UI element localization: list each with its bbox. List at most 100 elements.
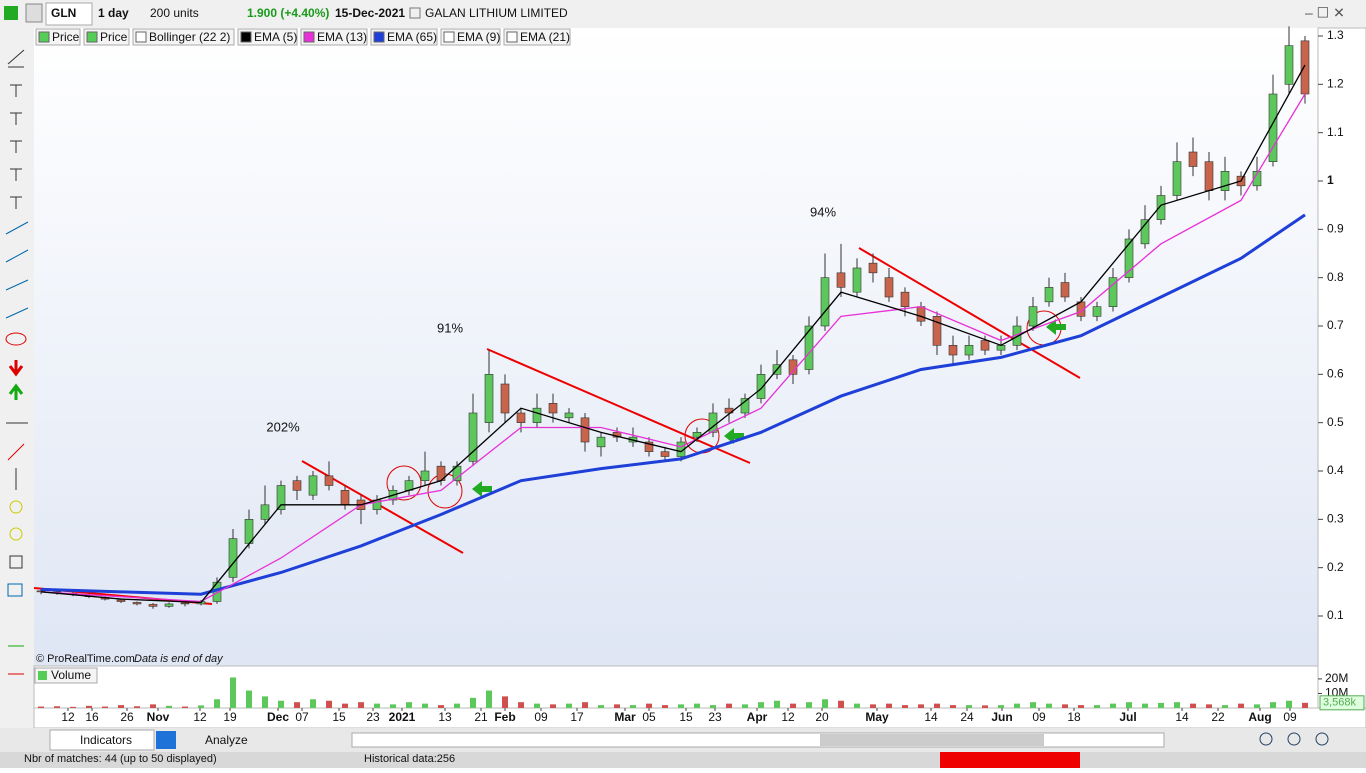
candle-body	[1220, 171, 1230, 191]
x-tick-label: 17	[570, 710, 584, 724]
legend-label: EMA (5)	[254, 30, 297, 44]
x-tick-label: 2021	[389, 710, 416, 724]
candle-body	[820, 277, 830, 327]
candle-body	[484, 374, 494, 423]
volume-bar	[838, 700, 844, 708]
candle-body	[564, 412, 574, 419]
legend-swatch	[373, 31, 385, 43]
volume-bar	[630, 705, 636, 708]
legend-item[interactable]	[132, 28, 235, 46]
volume-bar	[550, 704, 556, 708]
volume-swatch	[38, 671, 47, 680]
y-tick-label: 0.1	[1327, 608, 1344, 622]
x-tick-label: 13	[438, 710, 452, 724]
units[interactable]: 200 units	[150, 6, 199, 20]
indicators-button[interactable]	[49, 729, 155, 751]
indicators-label: Indicators	[80, 733, 132, 747]
annotation: 202%	[266, 419, 300, 434]
x-tick-label: 20	[815, 710, 829, 724]
candle-body	[500, 383, 510, 414]
drawing-tools[interactable]	[5, 49, 29, 675]
candle-body	[1044, 287, 1054, 303]
x-tick-label: 15	[332, 710, 346, 724]
volume-bar	[1286, 700, 1292, 708]
legend-item[interactable]	[503, 28, 571, 46]
volume-bar	[390, 704, 396, 708]
status-indicator	[940, 752, 1080, 768]
x-tick-label: 23	[366, 710, 380, 724]
candle-body	[596, 436, 606, 448]
candle-body	[884, 277, 894, 298]
x-tick-label: Jul	[1119, 710, 1136, 724]
window-controls[interactable]: – ☐ ✕	[1305, 5, 1345, 21]
candle-body	[516, 412, 526, 423]
x-tick-label: 18	[1067, 710, 1081, 724]
candle-body	[756, 374, 766, 399]
volume-bar	[310, 699, 316, 708]
share-button[interactable]	[156, 731, 176, 749]
volume-bar	[774, 700, 780, 708]
y-tick-label: 0.8	[1327, 270, 1344, 284]
candle-body	[1252, 171, 1262, 187]
legend-swatch	[135, 31, 147, 43]
volume-bar	[950, 705, 956, 708]
volume-bar	[54, 706, 60, 708]
analyze-label[interactable]: Analyze	[205, 733, 248, 747]
volume-last-box	[1319, 695, 1365, 711]
candle-body	[228, 538, 238, 578]
volume-bar	[1302, 702, 1308, 708]
volume-bar	[422, 703, 428, 708]
legend-item[interactable]	[440, 28, 501, 46]
period[interactable]: 1 day	[98, 6, 129, 20]
volume-bar	[502, 696, 508, 708]
volume-bar	[166, 705, 172, 708]
legend-item[interactable]	[237, 28, 298, 46]
candle-body	[660, 451, 670, 457]
x-tick-label: Nov	[147, 710, 170, 724]
info-icon[interactable]	[409, 7, 421, 19]
symbol-box[interactable]	[45, 2, 93, 26]
volume-bar	[86, 705, 92, 708]
candle-body	[116, 599, 126, 602]
instrument-name: GALAN LITHIUM LIMITED	[425, 6, 568, 20]
candle-body	[1156, 195, 1166, 220]
volume-bar	[966, 705, 972, 708]
x-tick-label: 26	[120, 710, 134, 724]
settings-button[interactable]	[25, 3, 43, 23]
x-tick-label: Aug	[1248, 710, 1271, 724]
volume-bar	[1222, 705, 1228, 708]
candle-body	[164, 603, 174, 607]
zoom-controls[interactable]	[1259, 732, 1329, 746]
volume-bar	[278, 700, 284, 708]
candle-body	[1092, 306, 1102, 317]
volume-bar	[214, 699, 220, 708]
volume-bar	[1046, 703, 1052, 708]
legend-item[interactable]	[370, 28, 438, 46]
volume-bar	[1190, 703, 1196, 708]
candle-body	[1124, 238, 1134, 278]
legend-swatch	[303, 31, 315, 43]
candle-body	[1172, 161, 1182, 196]
volume-bar	[454, 703, 460, 708]
candle-body	[900, 291, 910, 307]
volume-bar	[1126, 702, 1132, 708]
copyright: © ProRealTime.com	[36, 653, 135, 665]
data-note: Data is end of day	[134, 653, 224, 665]
app-icon[interactable]	[4, 6, 18, 20]
candle-body	[948, 345, 958, 356]
ema-line	[40, 93, 1306, 603]
x-tick-label: 07	[295, 710, 309, 724]
volume-bar	[102, 706, 108, 708]
volume-bar	[694, 703, 700, 708]
volume-bar	[854, 703, 860, 708]
candle-body	[1028, 306, 1038, 327]
x-tick-label: Jun	[991, 710, 1012, 724]
scroll-thumb[interactable]	[820, 734, 1044, 746]
candle-body	[532, 407, 542, 423]
volume-legend[interactable]	[34, 667, 98, 684]
volume-bar	[902, 705, 908, 708]
legend-item[interactable]	[300, 28, 368, 46]
volume-bar	[806, 702, 812, 708]
candle-body	[1284, 45, 1294, 85]
volume-bar	[742, 704, 748, 708]
